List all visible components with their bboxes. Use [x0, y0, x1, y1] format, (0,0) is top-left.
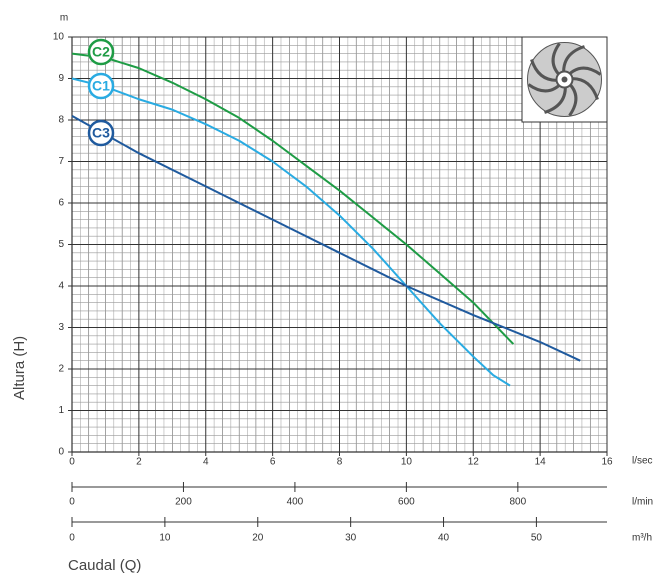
- x-tick-label: 6: [270, 457, 276, 468]
- x3-tick-label: 0: [69, 533, 75, 544]
- legend-label: C3: [92, 125, 110, 141]
- y-tick-label: 3: [58, 322, 64, 333]
- y-label: Altura (H): [11, 336, 28, 400]
- x-tick-label: 2: [136, 457, 142, 468]
- legend-badge: [87, 119, 115, 147]
- x2-tick-label: 800: [509, 497, 526, 508]
- grid: [68, 36, 608, 456]
- y-tick-label: 6: [58, 198, 64, 209]
- x2-tick-label: 0: [69, 497, 75, 508]
- x-tick-label: 4: [203, 457, 209, 468]
- y-tick-label: 9: [58, 73, 64, 84]
- x2-tick-label: 600: [398, 497, 415, 508]
- series-line: [71, 114, 581, 362]
- series-line: [71, 52, 515, 345]
- x3-unit: m³/h: [632, 533, 652, 544]
- x-tick-label: 0: [69, 457, 75, 468]
- x2-tick-label: 200: [175, 497, 192, 508]
- impeller-icon: [521, 36, 608, 123]
- x-tick-label: 16: [601, 457, 613, 468]
- legend-badge: [87, 38, 115, 66]
- legend-label: C2: [92, 44, 110, 60]
- x3-tick-label: 30: [345, 533, 357, 544]
- x-tick-label: 12: [468, 457, 480, 468]
- x-label: Caudal (Q): [68, 557, 141, 574]
- y-tick-label: 4: [58, 281, 64, 292]
- x-tick-label: 8: [337, 457, 343, 468]
- x-unit: l/sec: [632, 456, 653, 467]
- legend-badge: [87, 72, 115, 100]
- x-tick-label: 10: [401, 457, 413, 468]
- x-tick-label: 14: [535, 457, 547, 468]
- y-tick-label: 10: [53, 32, 65, 43]
- y-tick-label: 8: [58, 115, 64, 126]
- y-tick-label: 7: [58, 156, 64, 167]
- y-tick-label: 1: [58, 405, 64, 416]
- x3-tick-label: 40: [438, 533, 450, 544]
- y-tick-label: 5: [58, 239, 64, 250]
- x3-tick-label: 20: [252, 533, 264, 544]
- y-tick-label: 2: [58, 364, 64, 375]
- marks: [71, 52, 581, 387]
- legend-label: C1: [92, 78, 110, 94]
- x2-unit: l/min: [632, 497, 653, 508]
- x2-tick-label: 400: [287, 497, 304, 508]
- series-line: [71, 77, 511, 387]
- x3-tick-label: 10: [159, 533, 171, 544]
- y-unit: m: [60, 13, 68, 24]
- x3-tick-label: 50: [531, 533, 543, 544]
- y-tick-label: 0: [58, 447, 64, 458]
